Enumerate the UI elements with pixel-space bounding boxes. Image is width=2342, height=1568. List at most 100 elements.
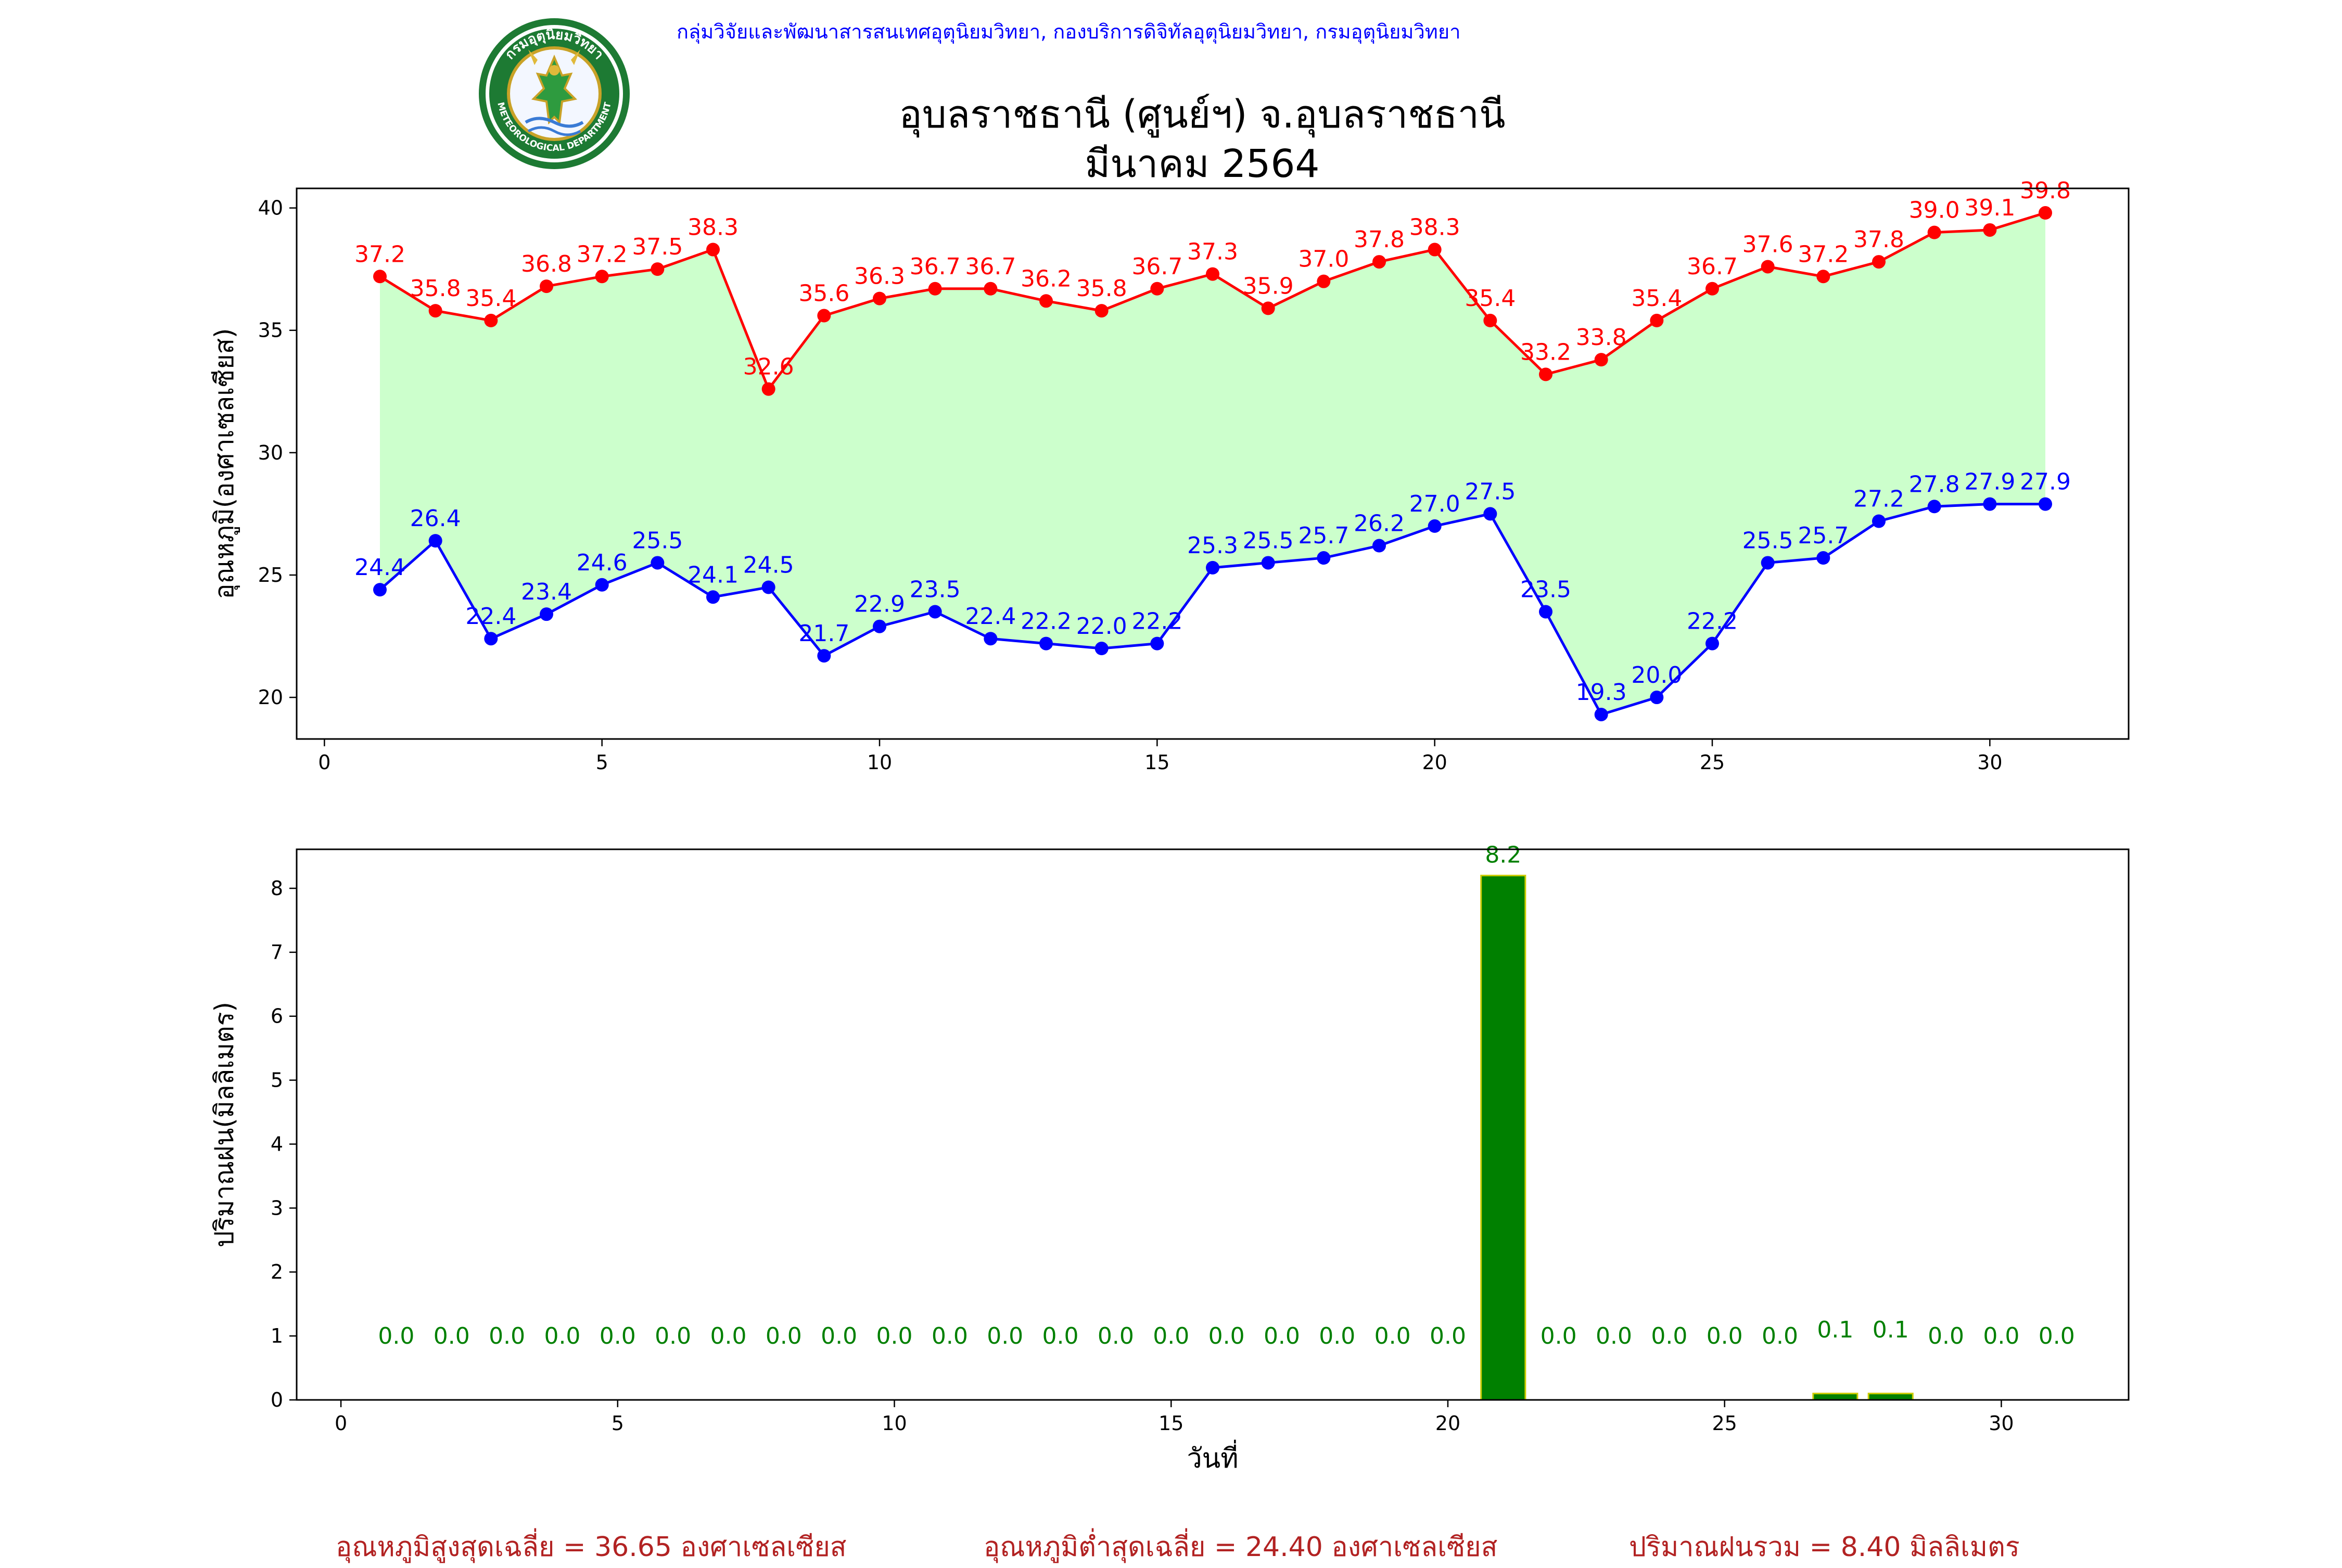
rain-y-tick-label: 5 [271,1069,283,1092]
max-temperature-value-label: 37.8 [1853,226,1904,253]
temp-y-axis-label: อุณหภูมิ(องศาเซลเซียส) [209,328,240,599]
max-temperature-value-label: 35.6 [798,281,849,307]
max-temperature-value-label: 37.5 [632,234,683,260]
rain-x-tick-label: 15 [1159,1412,1183,1435]
agency-caption: กลุ่มวิจัยและพัฒนาสารสนเทศอุตุนิยมวิทยา,… [677,20,1461,43]
temp-x-tick-label: 15 [1144,751,1169,774]
max-temperature-value-label: 35.9 [1243,273,1294,299]
max-temperature-point [817,309,831,323]
rain-value-label: 0.0 [544,1323,580,1349]
max-temperature-value-label: 35.8 [1076,275,1127,302]
max-temperature-value-label: 36.7 [910,253,961,280]
min-temperature-point [373,583,387,597]
min-temperature-value-label: 25.3 [1187,532,1238,559]
rain-x-axis-label: วันที่ [1187,1439,1238,1474]
min-temperature-point [1039,636,1053,651]
max-temperature-point [1539,367,1552,381]
max-temperature-point [1927,225,1941,239]
min-temperature-point [1539,605,1552,619]
chart-title-period: มีนาคม 2564 [1085,142,1320,186]
rain-value-label: 0.0 [1541,1323,1577,1349]
min-temperature-point [1483,507,1497,521]
rain-value-label: 0.0 [655,1323,691,1349]
temp-x-tick-label: 10 [867,751,892,774]
min-temperature-value-label: 27.9 [2020,469,2071,495]
min-temperature-point [1094,642,1109,656]
min-temperature-value-label: 27.2 [1853,486,1904,513]
min-temperature-value-label: 22.9 [854,591,905,618]
rain-x-tick-label: 30 [1989,1412,2014,1435]
temperature-range-fill [380,213,2045,715]
max-temperature-value-label: 36.2 [1021,265,1072,292]
temp-x-tick-label: 30 [1977,751,2002,774]
min-temperature-value-label: 24.4 [354,554,405,581]
rain-y-tick-label: 0 [271,1388,283,1411]
max-temperature-point [428,304,442,318]
min-temperature-value-label: 25.5 [632,527,683,554]
rain-x-tick-label: 25 [1712,1412,1737,1435]
min-temperature-value-label: 22.0 [1076,613,1127,640]
min-temperature-value-label: 22.4 [965,603,1016,630]
max-temperature-value-label: 39.0 [1909,197,1960,224]
max-temperature-point [1816,270,1830,284]
rain-value-label: 8.2 [1485,842,1521,868]
min-temperature-point [428,534,442,548]
max-temperature-value-label: 37.6 [1742,231,1793,258]
min-temperature-point [1650,691,1664,705]
max-temperature-value-label: 38.3 [688,214,739,241]
max-temperature-point [1094,304,1109,318]
max-temperature-point [1261,301,1275,315]
rain-value-label: 0.0 [1430,1323,1466,1349]
rain-value-label: 0.0 [1042,1323,1079,1349]
max-temperature-point [651,262,665,276]
rain-value-label: 0.0 [821,1323,857,1349]
min-temperature-value-label: 27.5 [1465,478,1516,505]
min-temperature-point [651,556,665,570]
max-temperature-point [1372,255,1386,269]
max-temperature-value-label: 39.1 [1964,195,2015,221]
max-temperature-point [928,282,942,296]
max-temperature-point [484,313,498,327]
rain-value-label: 0.0 [987,1323,1023,1349]
max-temperature-value-label: 37.0 [1298,246,1349,273]
rain-value-label: 0.0 [1762,1323,1798,1349]
rain-x-tick-label: 10 [882,1412,907,1435]
rain-value-label: 0.1 [1873,1317,1909,1343]
rain-value-label: 0.0 [1374,1323,1411,1349]
rain-bar [1480,874,1526,1401]
footer-total-rain: ปริมาณฝนรวม = 8.40 มิลลิเมตร [1629,1532,2020,1563]
min-temperature-value-label: 23.4 [521,579,572,605]
rain-x-tick-label: 0 [335,1412,347,1435]
min-temperature-value-label: 20.0 [1631,662,1682,689]
min-temperature-point [706,590,720,604]
max-temperature-point [1039,294,1053,308]
rain-y-tick-label: 4 [271,1132,283,1155]
rainfall-chart: 0 5 10 15 20 25 30 0 1 2 3 4 5 6 7 8 ปริมาณฝน(มิลลิเมตร)… [209,842,2130,1474]
min-temperature-point [1761,556,1775,570]
min-temperature-value-label: 21.7 [798,620,849,647]
min-temperature-point [1705,636,1719,651]
max-temperature-value-label: 36.8 [521,251,572,277]
min-temperature-value-label: 24.1 [688,562,739,588]
rain-value-label: 0.0 [1264,1323,1300,1349]
temp-x-tick-label: 5 [596,751,608,774]
rain-value-label: 0.0 [1928,1323,1964,1349]
rain-value-label: 0.0 [1596,1323,1632,1349]
min-temperature-point [1872,514,1886,528]
max-temperature-value-label: 32.6 [743,354,794,380]
max-temperature-value-label: 36.7 [965,253,1016,280]
max-temperature-point [873,291,886,305]
min-temperature-point [595,578,609,592]
rain-value-label: 0.0 [378,1323,414,1349]
rain-value-label: 0.0 [876,1323,913,1349]
rain-y-tick-label: 1 [271,1324,283,1347]
min-temperature-point [2039,497,2052,511]
min-temperature-point [484,632,498,646]
max-temperature-value-label: 39.8 [2020,177,2071,204]
chart-title-station: อุบลราชธานี (ศูนย์ฯ) จ.อุบลราชธานี [899,92,1506,137]
rain-value-label: 0.1 [1817,1317,1853,1343]
max-temperature-point [2039,206,2052,220]
min-temperature-point [1927,500,1941,514]
min-temperature-point [761,580,775,594]
rain-value-label: 0.0 [1983,1323,2019,1349]
